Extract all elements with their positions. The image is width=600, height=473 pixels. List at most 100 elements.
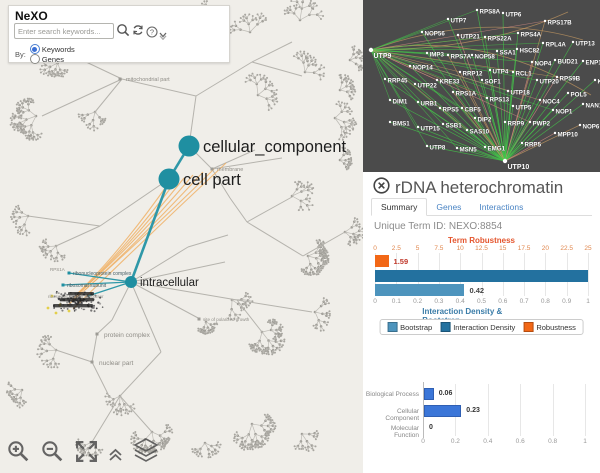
gene-node-UTP10[interactable]: UTP10 <box>502 158 530 171</box>
gene-node-UTP5[interactable]: UTP5 <box>511 104 532 112</box>
chevron-down-icon[interactable] <box>158 27 168 45</box>
gene-node-NOC4[interactable]: NOC4 <box>538 98 560 106</box>
term-node-site-of-polarized-growth[interactable]: site of polarized growth <box>197 317 250 322</box>
term-node-nuclear-part[interactable]: nuclear part <box>90 360 134 367</box>
refresh-icon[interactable] <box>131 23 145 42</box>
gene-node-RRP45[interactable]: RRP45 <box>383 77 408 85</box>
svg-text:intracellular: intracellular <box>140 277 199 289</box>
gene-node-HSC82[interactable]: HSC82 <box>515 47 540 55</box>
gene-node-NOP56[interactable]: NOP56 <box>420 30 446 38</box>
gene-node-EMG1[interactable]: EMG1 <box>483 145 506 153</box>
term-node-ribosomal-subunit[interactable]: ribosomal subunit <box>61 283 107 289</box>
fit-view-icon[interactable] <box>74 439 99 469</box>
gene-node-MPP10[interactable]: MPP10 <box>553 131 579 139</box>
svg-text:RCL1: RCL1 <box>516 71 533 78</box>
term-node-ribonucleoprotein-complex[interactable]: ribonucleoprotein complex <box>67 271 132 277</box>
gene-node-RRP5[interactable]: RRP5 <box>520 141 542 149</box>
term-node-membrane[interactable]: membrane <box>210 167 244 173</box>
zoom-out-icon[interactable] <box>40 439 65 469</box>
gene-node-NOP6[interactable]: NOP6 <box>578 123 600 131</box>
search-mode-keywords[interactable]: Keywords <box>29 44 75 54</box>
search-input[interactable] <box>14 23 114 39</box>
svg-text:SSA1: SSA1 <box>500 50 517 57</box>
gene-node-UTP4[interactable]: UTP4 <box>488 68 509 76</box>
gene-node-UTP9[interactable]: UTP9 <box>368 47 392 60</box>
gene-node-NOP4[interactable]: NOP4 <box>530 60 552 68</box>
term-node-protein-complex[interactable]: protein complex <box>95 332 151 339</box>
gene-node-KRE33[interactable]: KRE33 <box>435 78 460 86</box>
term-node-rps1a[interactable]: RPS1A <box>50 267 65 272</box>
svg-text:PWP2: PWP2 <box>533 121 551 128</box>
gene-node-ENP1[interactable]: ENP1 <box>581 59 600 67</box>
gene-node-NOP1[interactable]: NOP1 <box>551 108 573 116</box>
gene-node-UTP22[interactable]: UTP22 <box>413 82 438 90</box>
gene-node-RPS8A[interactable]: RPS8A <box>475 8 501 16</box>
layers-icon[interactable] <box>132 438 160 469</box>
term-node-cellular-component[interactable]: cellular_component <box>178 135 347 157</box>
ontology-map-canvas[interactable]: mitochondrial part membrane protein comple… <box>0 0 363 473</box>
term-node-cell-part[interactable]: cell part <box>158 168 242 190</box>
svg-text:ENP1: ENP1 <box>586 60 600 67</box>
gene-node-KRI1[interactable]: KRI1 <box>593 78 600 86</box>
tab-genes[interactable]: Genes <box>436 202 462 212</box>
gene-node-UTP6[interactable]: UTP6 <box>501 11 522 19</box>
gene-node-NAN1[interactable]: NAN1 <box>581 102 600 110</box>
gene-node-RPS9B[interactable]: RPS9B <box>555 75 581 83</box>
gene-node-PWP2[interactable]: PWP2 <box>528 120 551 128</box>
legend-bootstrap: Bootstrap <box>387 322 432 332</box>
gene-node-SAS10[interactable]: SAS10 <box>465 128 490 136</box>
svg-text:RPS4A: RPS4A <box>521 32 542 39</box>
gene-node-UTP8[interactable]: UTP8 <box>425 144 446 152</box>
gene-node-RPS17B[interactable]: RPS17B <box>543 19 572 27</box>
collapse-up-icon[interactable] <box>108 448 123 467</box>
gene-node-CBF5[interactable]: CBF5 <box>460 106 481 114</box>
term-node-mitochondrial-part[interactable]: mitochondrial part <box>118 77 171 83</box>
term-node-ribosomal-subunit-precursor[interactable]: ribosomal subunit precursor <box>48 294 104 299</box>
gene-node-RPS1A[interactable]: RPS1A <box>451 90 477 98</box>
gene-node-POL5[interactable]: POL5 <box>566 91 587 99</box>
close-icon[interactable] <box>373 177 390 199</box>
tab-interactions[interactable]: Interactions <box>479 202 524 212</box>
gene-node-RPS13[interactable]: RPS13 <box>485 96 510 104</box>
gene-node-RPS5[interactable]: RPS5 <box>438 106 459 114</box>
zoom-in-icon[interactable] <box>6 439 31 469</box>
gene-node-IMP3[interactable]: IMP3 <box>425 51 445 59</box>
svg-text:UTP4: UTP4 <box>493 69 509 76</box>
gene-node-UTP20[interactable]: UTP20 <box>535 78 560 86</box>
gene-node-DIM1[interactable]: DIM1 <box>388 98 408 106</box>
gene-node-UTP15[interactable]: UTP15 <box>416 125 441 133</box>
gene-node-BMS1[interactable]: BMS1 <box>388 120 410 128</box>
term-node-intracellular[interactable]: intracellular <box>125 276 199 289</box>
gene-node-SSB1[interactable]: SSB1 <box>441 122 462 130</box>
gene-node-NOP14[interactable]: NOP14 <box>408 64 434 72</box>
gene-node-DIP2[interactable]: DIP2 <box>473 116 492 124</box>
help-icon[interactable]: ? <box>146 25 158 43</box>
svg-text:KRI1: KRI1 <box>598 79 600 86</box>
legend-robustness: Robustness <box>523 322 576 332</box>
gene-node-NOP58[interactable]: NOP58 <box>470 53 496 61</box>
gene-node-BUD21[interactable]: BUD21 <box>553 58 579 66</box>
gene-node-SSA1[interactable]: SSA1 <box>495 49 517 57</box>
gene-node-RRP9[interactable]: RRP9 <box>503 120 525 128</box>
svg-text:URB1: URB1 <box>421 101 438 108</box>
gene-node-RRP12[interactable]: RRP12 <box>458 70 483 78</box>
gene-node-RPS22A[interactable]: RPS22A <box>483 35 512 43</box>
gene-node-UTP18[interactable]: UTP18 <box>506 89 531 97</box>
tab-summary[interactable]: Summary <box>371 198 428 216</box>
gene-node-UTP13[interactable]: UTP13 <box>571 40 596 48</box>
gene-node-UTP21[interactable]: UTP21 <box>456 33 481 41</box>
gene-node-UTP7[interactable]: UTP7 <box>446 17 467 25</box>
gene-node-RPL4A[interactable]: RPL4A <box>541 41 567 49</box>
gene-node-RPS4A[interactable]: RPS4A <box>516 31 542 39</box>
chart1-bottom-tick: 0 <box>373 298 377 305</box>
search-icon[interactable] <box>116 23 130 42</box>
gene-node-MSN5[interactable]: MSN5 <box>455 146 477 154</box>
gene-node-RCL1[interactable]: RCL1 <box>511 70 533 78</box>
gene-node-RPS7A[interactable]: RPS7A <box>446 53 472 61</box>
search-mode-genes[interactable]: Genes <box>29 54 75 64</box>
gene-network-canvas[interactable]: RPS8A UTP6 RPS17B UTP7 NOP56 UTP21 RPS22A RPS4A… <box>363 0 600 174</box>
legend-swatch <box>440 322 451 332</box>
gene-node-URB1[interactable]: URB1 <box>416 100 438 108</box>
gene-node-SOF1[interactable]: SOF1 <box>480 78 501 86</box>
svg-text:RPS7A: RPS7A <box>451 54 472 61</box>
